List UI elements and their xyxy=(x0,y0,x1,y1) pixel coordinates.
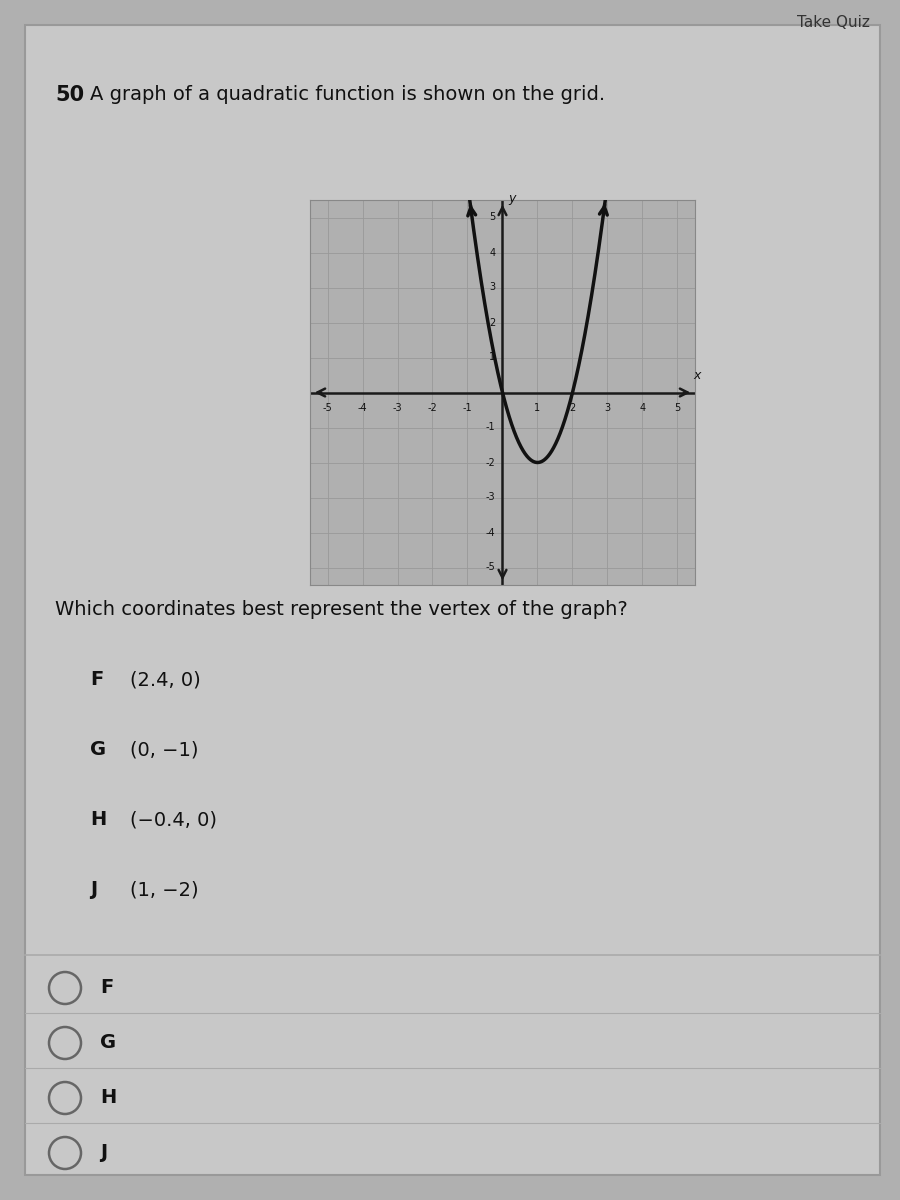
Text: 3: 3 xyxy=(490,282,496,293)
Text: -2: -2 xyxy=(486,457,496,468)
Text: 2: 2 xyxy=(570,403,576,413)
Text: 5: 5 xyxy=(490,212,496,222)
Text: y: y xyxy=(508,192,517,205)
Text: 4: 4 xyxy=(639,403,645,413)
Text: -3: -3 xyxy=(486,492,496,503)
Text: -1: -1 xyxy=(486,422,496,432)
Text: 2: 2 xyxy=(490,318,496,328)
Text: (1, −2): (1, −2) xyxy=(130,880,199,899)
Text: 1: 1 xyxy=(535,403,541,413)
Text: A graph of a quadratic function is shown on the grid.: A graph of a quadratic function is shown… xyxy=(90,85,605,104)
Text: -1: -1 xyxy=(463,403,473,413)
Text: (2.4, 0): (2.4, 0) xyxy=(130,670,201,689)
Text: G: G xyxy=(100,1033,116,1052)
Text: 50: 50 xyxy=(55,85,84,104)
Text: F: F xyxy=(100,978,113,997)
Text: -3: -3 xyxy=(392,403,402,413)
Text: 3: 3 xyxy=(605,403,610,413)
Text: J: J xyxy=(100,1142,107,1162)
Text: Take Quiz: Take Quiz xyxy=(797,14,870,30)
Text: (−0.4, 0): (−0.4, 0) xyxy=(130,810,217,829)
Text: -2: -2 xyxy=(428,403,437,413)
Text: Which coordinates best represent the vertex of the graph?: Which coordinates best represent the ver… xyxy=(55,600,628,619)
Text: G: G xyxy=(90,740,106,758)
Text: -5: -5 xyxy=(486,563,496,572)
Text: -4: -4 xyxy=(357,403,367,413)
Text: H: H xyxy=(100,1088,116,1106)
Text: J: J xyxy=(90,880,97,899)
Text: -5: -5 xyxy=(322,403,332,413)
Text: 1: 1 xyxy=(490,353,496,362)
Text: x: x xyxy=(693,370,700,382)
Text: H: H xyxy=(90,810,106,829)
Text: 5: 5 xyxy=(674,403,680,413)
FancyBboxPatch shape xyxy=(25,25,880,1175)
Text: -4: -4 xyxy=(486,528,496,538)
Text: F: F xyxy=(90,670,104,689)
Text: (0, −1): (0, −1) xyxy=(130,740,199,758)
Text: 4: 4 xyxy=(490,247,496,258)
